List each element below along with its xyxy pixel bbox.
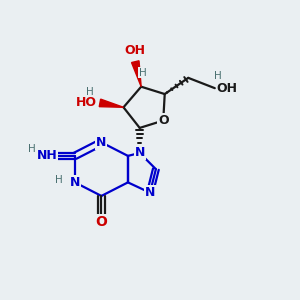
Text: N: N: [134, 146, 145, 159]
Text: NH: NH: [37, 149, 57, 162]
Text: H: H: [86, 87, 94, 97]
Text: NH: NH: [37, 149, 57, 162]
Text: N: N: [96, 136, 106, 149]
Text: HO: HO: [76, 96, 97, 110]
Text: OH: OH: [217, 82, 238, 95]
Text: H: H: [55, 175, 63, 185]
Text: N: N: [96, 136, 106, 149]
Text: OH: OH: [125, 44, 146, 57]
Text: O: O: [95, 215, 107, 229]
Text: O: O: [158, 114, 169, 127]
Text: H: H: [28, 143, 36, 154]
Text: O: O: [158, 114, 169, 127]
Text: N: N: [134, 146, 145, 159]
Text: O: O: [95, 215, 107, 229]
Text: N: N: [145, 186, 155, 199]
Text: H: H: [214, 71, 222, 81]
Text: H: H: [139, 68, 146, 78]
Text: N: N: [145, 186, 155, 199]
Polygon shape: [132, 61, 141, 87]
Polygon shape: [99, 99, 124, 107]
Text: N: N: [70, 176, 80, 189]
Text: N: N: [70, 176, 80, 189]
